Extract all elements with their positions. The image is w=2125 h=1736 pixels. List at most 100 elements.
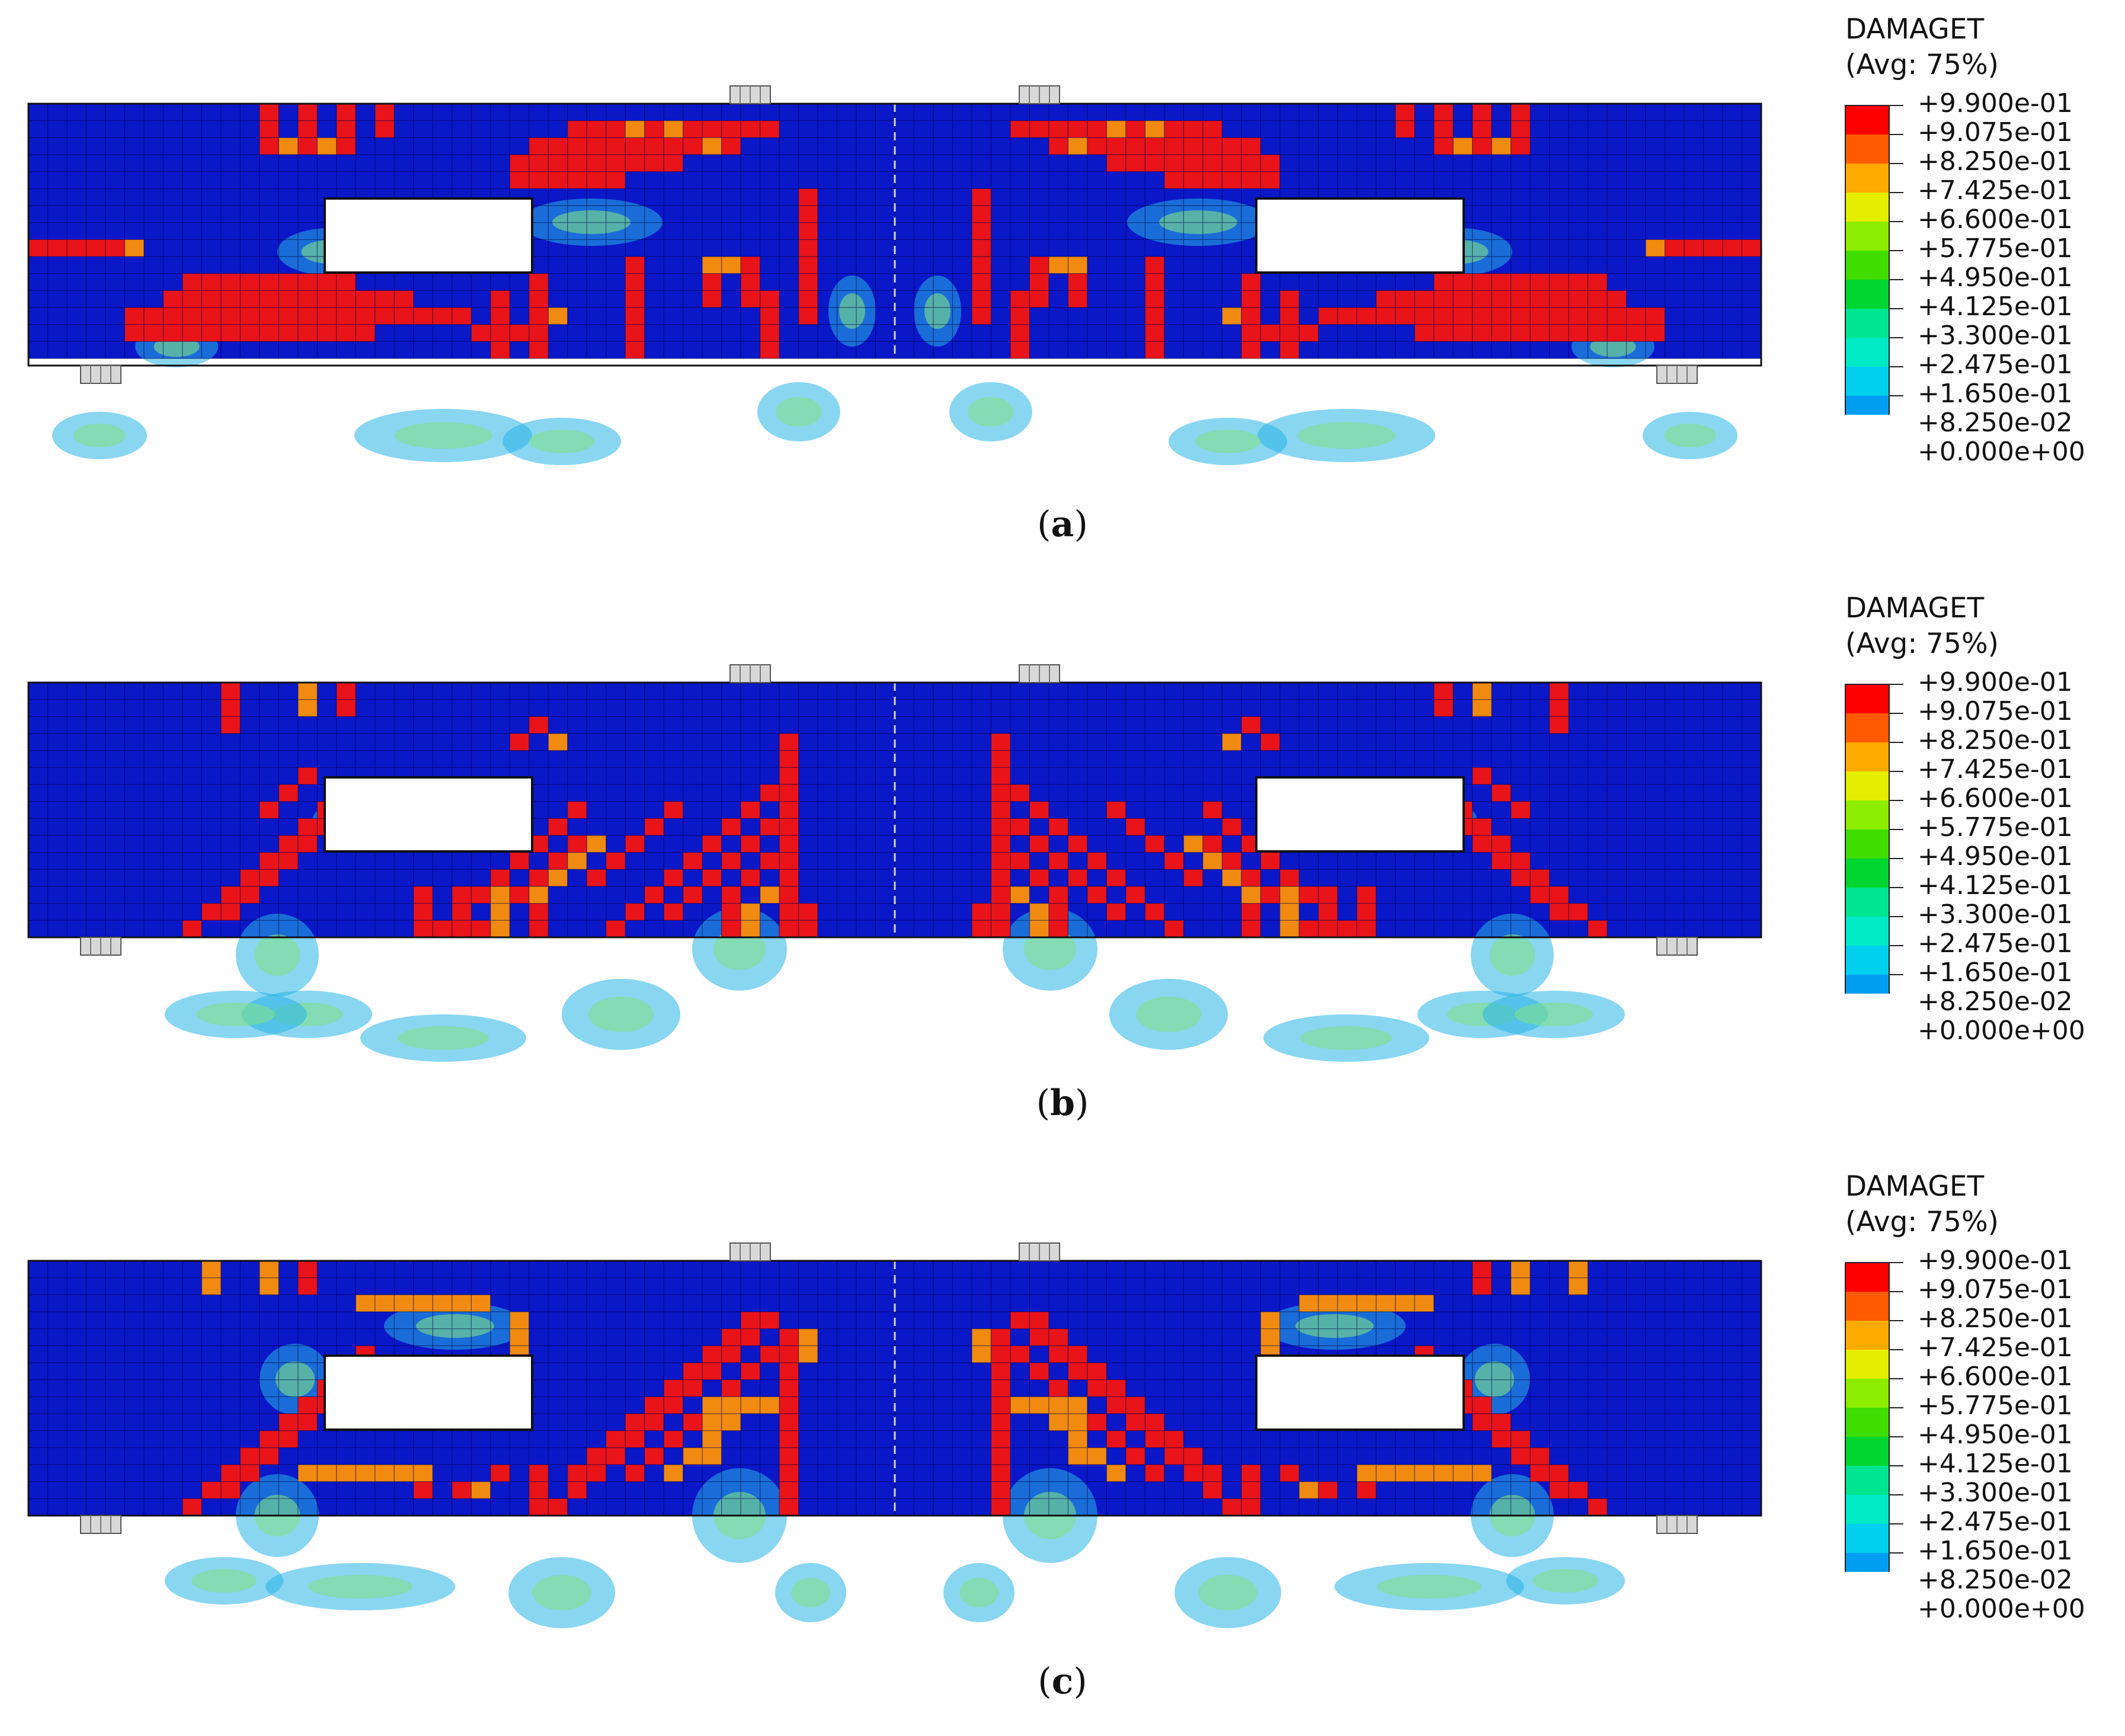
crack-cell [1492, 324, 1511, 342]
crack-cell [664, 801, 683, 819]
crack-cell [240, 1465, 260, 1482]
crack-cell [452, 920, 472, 937]
crack-cell [587, 1447, 606, 1465]
crack-cell [971, 239, 991, 257]
crack-cell [741, 869, 760, 886]
crack-cell [741, 120, 760, 138]
crack-cell [1607, 308, 1627, 325]
crack-cell [66, 239, 87, 257]
crack-cell [702, 1346, 722, 1363]
crack-cell [297, 308, 318, 325]
crack-cell [721, 852, 741, 870]
crack-cell [1125, 155, 1145, 172]
legend-swatch [1845, 946, 1889, 975]
crack-cell [452, 903, 472, 921]
crack-cell [297, 699, 318, 717]
crack-cell [779, 886, 799, 904]
crack-cell [1145, 308, 1164, 325]
crack-cell [201, 324, 221, 342]
crack-cell [606, 920, 626, 937]
crack-cell [297, 273, 318, 291]
crack-cell [1472, 120, 1492, 138]
crack-cell [1279, 903, 1300, 921]
crack-cell [1241, 171, 1261, 189]
legend-swatch [1845, 338, 1889, 367]
crack-cell [297, 767, 318, 784]
legend-label: +3.300e-01 [1918, 1478, 2073, 1508]
crack-cell [220, 886, 241, 904]
crack-cell [779, 734, 799, 751]
crack-cell [1241, 290, 1261, 308]
crack-cell [1356, 1465, 1377, 1482]
crack-cell [1530, 308, 1550, 325]
crack-cell [1029, 290, 1049, 308]
crack-cell [1414, 1465, 1434, 1482]
crack-cell [779, 750, 799, 768]
crack-cell [1048, 1397, 1068, 1414]
crack-cell [721, 1328, 741, 1346]
crack-cell [991, 1363, 1010, 1380]
crack-cell [779, 1498, 799, 1516]
crack-cell [279, 308, 298, 325]
crack-cell [1106, 1397, 1126, 1414]
legend-title: DAMAGET [1845, 13, 1985, 46]
crack-cell [683, 1379, 703, 1397]
crack-cell [259, 290, 279, 308]
crack-cell [760, 1346, 780, 1363]
crack-cell [1279, 324, 1300, 342]
crack-cell [259, 1261, 279, 1278]
web-opening-right [1255, 776, 1465, 853]
crack-cell [1337, 308, 1357, 325]
damage-halo-core [532, 1575, 591, 1610]
legend-colorbar [1845, 105, 1903, 415]
crack-cell [779, 852, 799, 870]
crack-cell [1010, 341, 1030, 358]
crack-cell [971, 1346, 991, 1363]
crack-cell [1530, 886, 1550, 904]
crack-cell [143, 308, 164, 325]
crack-cell [220, 699, 241, 717]
crack-cell [606, 171, 626, 189]
crack-cell [336, 683, 356, 700]
legend-label: +2.475e-01 [1918, 928, 2073, 959]
crack-cell [1048, 1328, 1068, 1346]
crack-cell [1453, 137, 1473, 155]
crack-cell [1068, 1397, 1087, 1414]
crack-cell [625, 324, 645, 342]
legend-swatch [1845, 684, 1889, 713]
legend-label: +9.900e-01 [1918, 88, 2073, 118]
crack-cell [240, 273, 260, 291]
crack-cell [664, 120, 683, 138]
crack-cell [721, 1414, 741, 1431]
legend-swatch [1845, 105, 1889, 134]
legend-label: +5.775e-01 [1918, 812, 2073, 843]
crack-cell [1164, 171, 1184, 189]
crack-cell [779, 1363, 799, 1380]
legend-swatch [1845, 309, 1889, 338]
crack-cell [1626, 324, 1646, 342]
crack-cell [1106, 869, 1126, 886]
beam-outline [27, 681, 1762, 939]
crack-cell [1588, 273, 1608, 291]
web-opening-left [324, 1354, 533, 1431]
crack-cell [375, 308, 395, 325]
crack-cell [1472, 104, 1492, 121]
crack-cell [452, 1295, 472, 1312]
crack-cell [1164, 852, 1184, 870]
crack-cell [1395, 120, 1415, 138]
crack-cell [1492, 137, 1511, 155]
crack-cell [1433, 683, 1454, 700]
crack-cell [433, 308, 452, 325]
crack-cell [1549, 716, 1569, 734]
crack-cell [1569, 290, 1588, 308]
crack-cell [567, 120, 587, 138]
crack-cell [1145, 257, 1164, 274]
crack-cell [1569, 1261, 1588, 1278]
damage-halo-core [839, 293, 865, 329]
crack-cell [1010, 1397, 1030, 1414]
crack-cell [259, 273, 279, 291]
crack-cell [1260, 1312, 1280, 1329]
legend-swatch [1845, 1408, 1889, 1437]
crack-cell [220, 716, 241, 734]
crack-cell [760, 341, 780, 358]
